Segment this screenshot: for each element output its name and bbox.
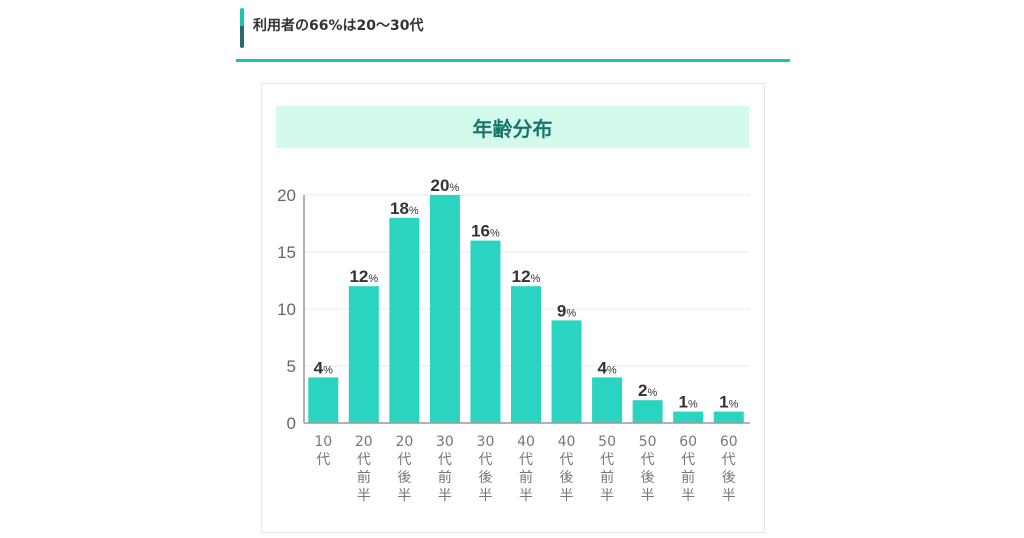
y-tick-label: 20	[277, 186, 296, 205]
bar	[713, 411, 744, 423]
heading-accent-bar	[240, 8, 244, 48]
x-tick-label: 40 代後半	[558, 434, 576, 504]
bar	[429, 195, 460, 423]
bar	[308, 377, 339, 423]
bar	[673, 411, 704, 423]
data-label: 9%	[557, 301, 576, 320]
bar	[632, 400, 663, 423]
x-tick-label: 50 代後半	[639, 434, 657, 504]
data-label: 4%	[314, 358, 333, 377]
bar	[389, 217, 420, 423]
data-label: 16%	[471, 222, 500, 241]
x-tick-label: 30 代前半	[436, 434, 454, 504]
bar	[551, 320, 582, 423]
x-tick-label: 60 代前半	[679, 434, 697, 504]
data-label: 12%	[512, 267, 541, 286]
section-heading: 利用者の66%は20〜30代	[253, 18, 424, 34]
x-tick-label: 20 代後半	[395, 434, 413, 504]
data-label: 2%	[638, 381, 657, 400]
y-tick-label: 5	[287, 357, 296, 376]
x-tick-label: 40 代前半	[517, 434, 535, 504]
y-tick-label: 10	[277, 300, 296, 319]
bar	[511, 286, 541, 423]
y-tick-label: 0	[287, 414, 296, 433]
data-label: 4%	[597, 358, 616, 377]
bar	[592, 377, 623, 423]
data-label: 18%	[390, 199, 419, 218]
data-label: 12%	[349, 267, 378, 286]
heading-underline	[236, 59, 790, 62]
x-tick-label: 10 代	[314, 434, 332, 468]
x-tick-label: 30 代後半	[477, 434, 495, 504]
data-label: 20%	[431, 176, 460, 195]
data-label: 1%	[679, 393, 698, 412]
chart-title: 年齢分布	[276, 106, 749, 148]
x-tick-label: 60 代後半	[720, 434, 738, 504]
x-tick-label: 50 代前半	[598, 434, 616, 504]
data-label: 1%	[719, 393, 738, 412]
bar	[348, 286, 379, 423]
x-tick-label: 20 代前半	[355, 434, 373, 504]
bar	[470, 240, 501, 423]
y-tick-label: 15	[277, 243, 296, 262]
